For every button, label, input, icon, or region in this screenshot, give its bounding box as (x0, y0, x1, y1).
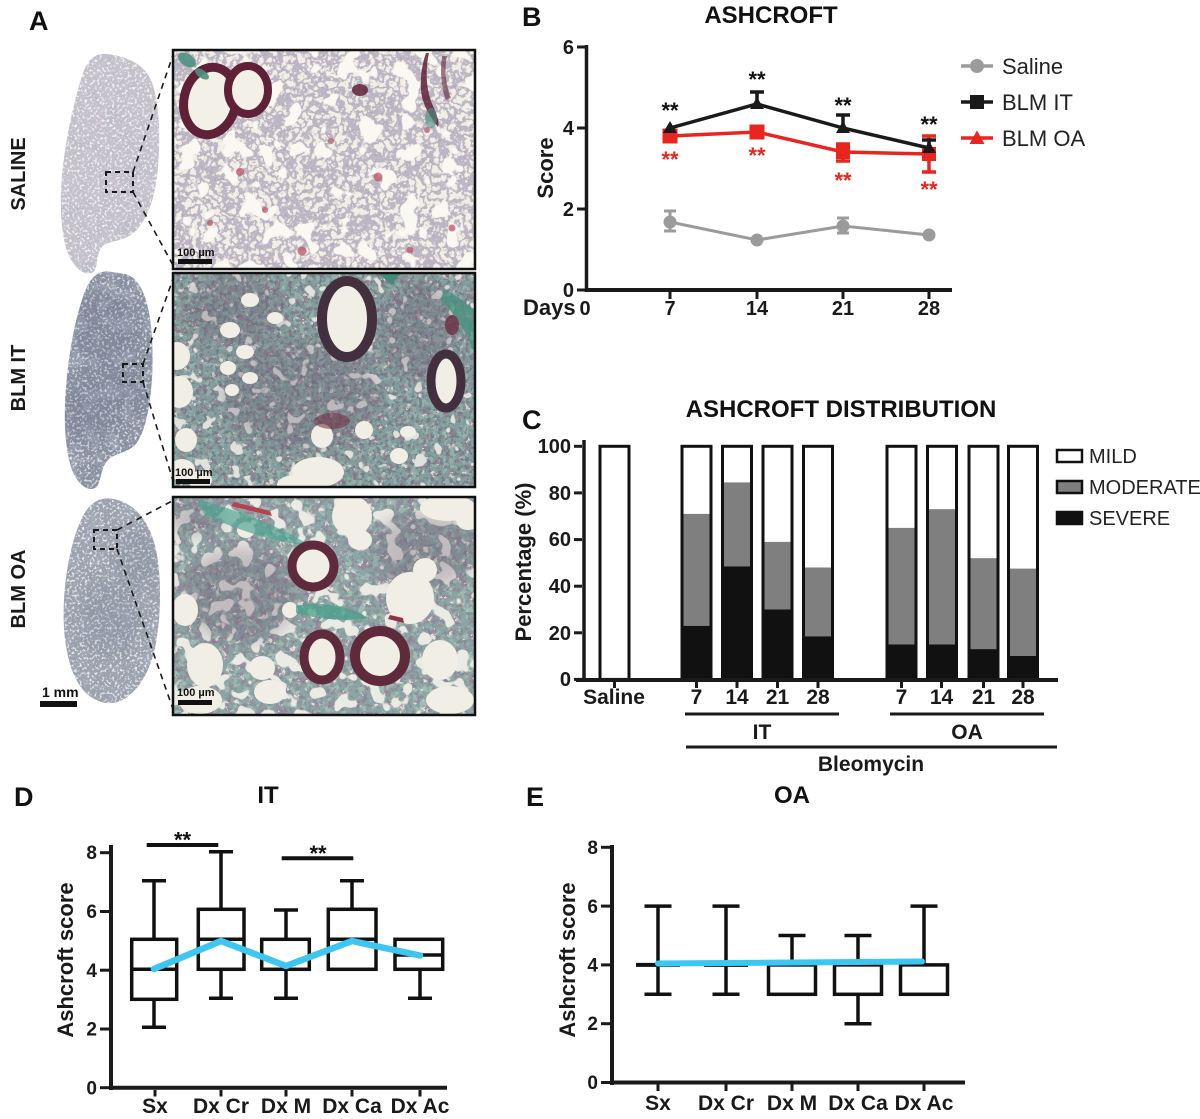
svg-text:**: ** (748, 67, 766, 92)
svg-text:Ashcroft score: Ashcroft score (53, 882, 78, 1037)
svg-text:BLM OA: BLM OA (8, 550, 30, 629)
svg-text:OA: OA (774, 782, 810, 809)
svg-text:**: ** (309, 841, 327, 866)
svg-text:Days: Days (523, 295, 576, 320)
svg-text:4: 4 (86, 961, 97, 982)
svg-text:ASHCROFT DISTRIBUTION: ASHCROFT DISTRIBUTION (686, 396, 997, 423)
svg-text:40: 40 (549, 576, 571, 598)
svg-text:E: E (526, 782, 544, 812)
svg-text:4: 4 (563, 118, 575, 140)
svg-text:0: 0 (86, 1079, 97, 1100)
svg-text:28: 28 (918, 298, 940, 320)
svg-text:60: 60 (549, 529, 571, 551)
svg-text:**: ** (834, 168, 852, 193)
svg-text:MODERATE: MODERATE (1089, 477, 1200, 499)
svg-text:2: 2 (587, 1014, 598, 1035)
svg-text:8: 8 (587, 838, 598, 859)
svg-text:100 µm: 100 µm (177, 247, 215, 259)
svg-text:ASHCROFT: ASHCROFT (704, 2, 838, 29)
svg-text:C: C (522, 405, 542, 435)
svg-text:20: 20 (549, 623, 571, 645)
svg-text:4: 4 (587, 956, 598, 977)
svg-text:14: 14 (930, 686, 954, 709)
svg-text:Dx Ac: Dx Ac (391, 1095, 450, 1118)
svg-text:Dx M: Dx M (261, 1095, 311, 1118)
svg-text:A: A (29, 6, 49, 36)
svg-text:BLM IT: BLM IT (1002, 90, 1073, 115)
svg-text:**: ** (834, 93, 852, 118)
svg-text:28: 28 (806, 686, 830, 709)
svg-text:BLM IT: BLM IT (8, 345, 30, 412)
svg-text:**: ** (661, 98, 679, 123)
svg-text:14: 14 (746, 298, 769, 320)
svg-text:**: ** (748, 143, 766, 168)
svg-text:MILD: MILD (1089, 446, 1137, 468)
svg-text:SALINE: SALINE (8, 137, 30, 210)
svg-text:80: 80 (549, 483, 571, 505)
svg-text:0: 0 (560, 669, 571, 691)
svg-text:Score: Score (533, 137, 558, 198)
svg-text:Saline: Saline (1002, 54, 1063, 79)
svg-text:Dx Ca: Dx Ca (322, 1095, 382, 1118)
svg-text:0: 0 (563, 280, 574, 302)
svg-text:2: 2 (563, 199, 574, 221)
svg-text:Saline: Saline (583, 686, 645, 709)
svg-text:B: B (522, 2, 542, 32)
svg-text:Bleomycin: Bleomycin (818, 753, 924, 776)
svg-text:6: 6 (563, 37, 574, 59)
svg-text:Dx Cr: Dx Cr (193, 1095, 249, 1118)
svg-text:**: ** (661, 147, 679, 172)
svg-text:21: 21 (832, 298, 854, 320)
svg-text:**: ** (920, 177, 938, 202)
svg-text:21: 21 (972, 686, 996, 709)
svg-text:Percentage (%): Percentage (%) (511, 483, 536, 642)
svg-text:0: 0 (587, 1073, 598, 1094)
svg-text:Sx: Sx (645, 1092, 671, 1115)
svg-text:100: 100 (538, 436, 571, 458)
svg-text:7: 7 (691, 686, 703, 709)
svg-text:Sx: Sx (142, 1095, 168, 1118)
svg-text:100 µm: 100 µm (177, 687, 215, 699)
svg-text:28: 28 (1011, 686, 1035, 709)
svg-text:7: 7 (664, 298, 675, 320)
svg-text:21: 21 (766, 686, 790, 709)
svg-text:BLM OA: BLM OA (1002, 126, 1085, 151)
svg-text:IT: IT (257, 782, 279, 809)
svg-text:100 µm: 100 µm (175, 467, 213, 479)
svg-text:Dx Cr: Dx Cr (698, 1092, 754, 1115)
svg-text:8: 8 (86, 843, 97, 864)
svg-text:7: 7 (896, 686, 908, 709)
svg-text:2: 2 (86, 1020, 97, 1041)
svg-text:6: 6 (86, 902, 97, 923)
svg-text:1 mm: 1 mm (42, 684, 79, 700)
svg-text:6: 6 (587, 897, 598, 918)
svg-text:D: D (14, 782, 34, 812)
svg-text:Dx Ca: Dx Ca (828, 1092, 888, 1115)
svg-text:Dx Ac: Dx Ac (895, 1092, 954, 1115)
svg-text:14: 14 (725, 686, 749, 709)
svg-text:Ashcroft score: Ashcroft score (555, 882, 580, 1037)
svg-text:Dx M: Dx M (767, 1092, 817, 1115)
svg-text:0: 0 (579, 298, 590, 320)
svg-text:SEVERE: SEVERE (1089, 508, 1170, 530)
svg-text:IT: IT (753, 721, 772, 744)
svg-text:**: ** (920, 112, 938, 137)
svg-text:**: ** (174, 828, 192, 853)
svg-text:OA: OA (951, 721, 983, 744)
